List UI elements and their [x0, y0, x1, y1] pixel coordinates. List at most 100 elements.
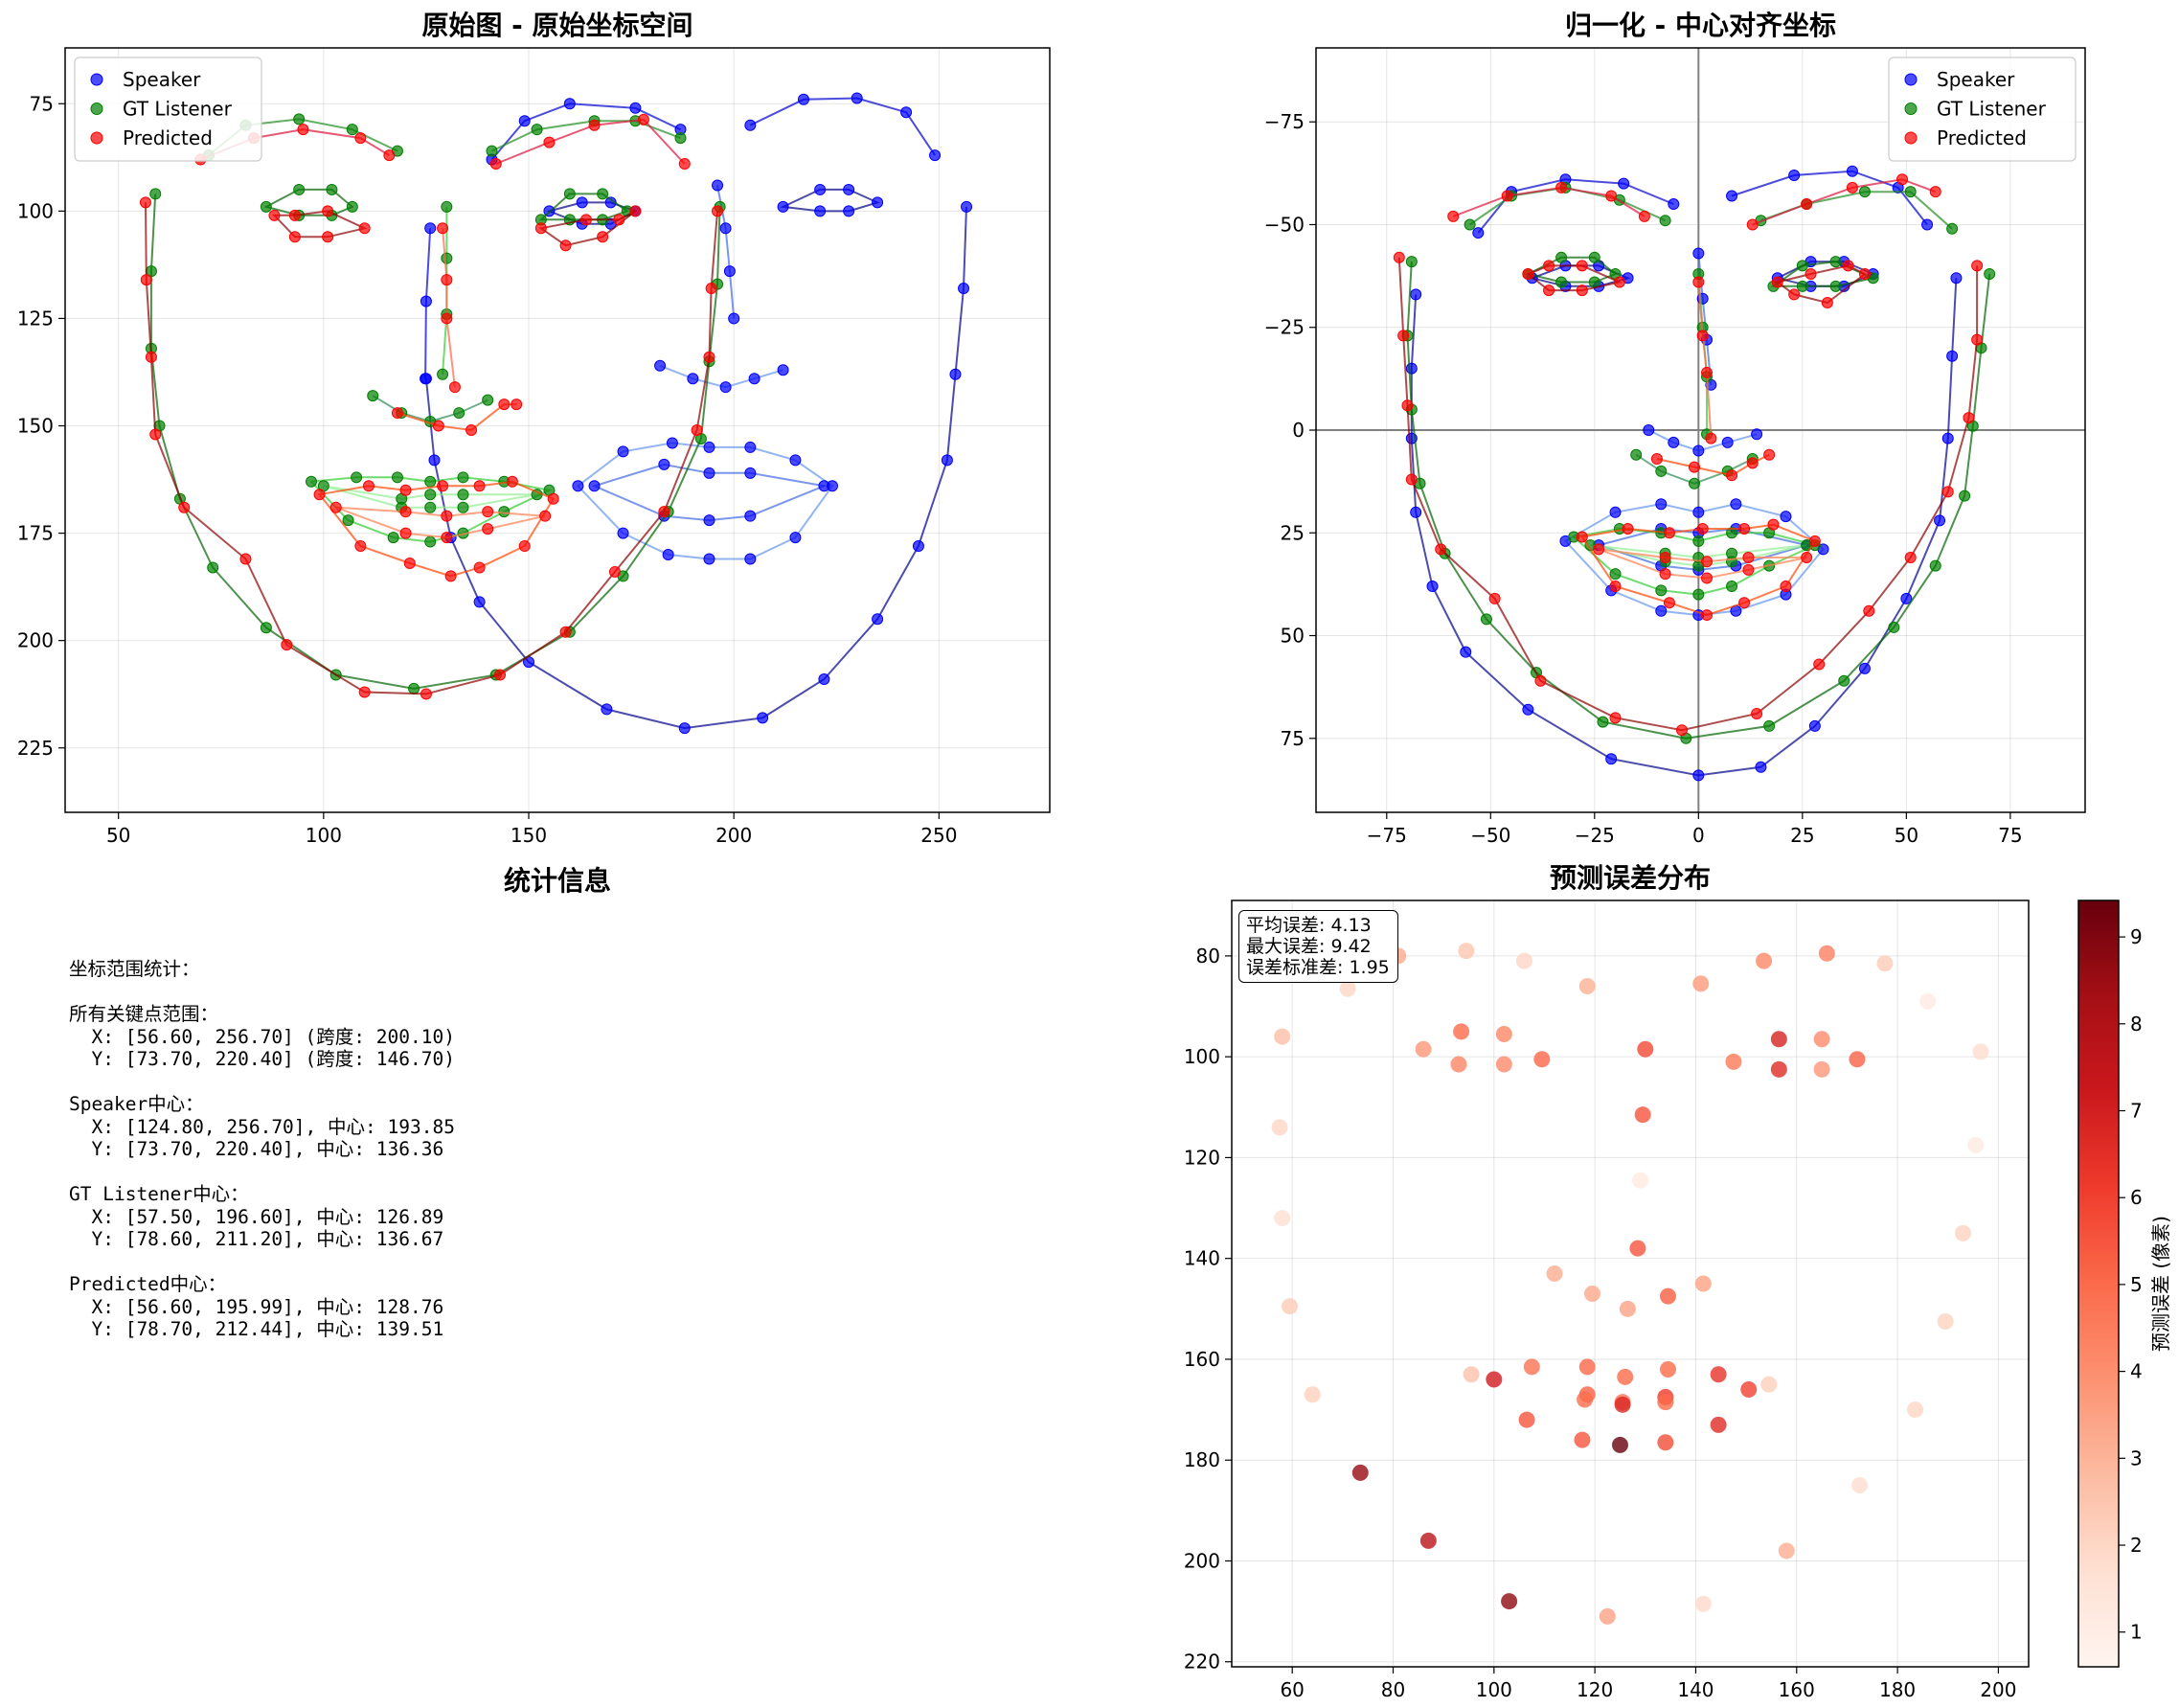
landmark-point: [444, 570, 457, 582]
landmark-point: [1692, 588, 1705, 601]
stats-panel-title: 统计信息: [504, 865, 611, 897]
error-point: [1463, 1366, 1480, 1383]
colorbar-tick-label: 3: [2130, 1446, 2143, 1469]
error-point: [1634, 1106, 1651, 1124]
landmark-point: [399, 506, 412, 518]
coordinate-stats-text: 坐标范围统计： 所有关键点范围： X: [56.60, 256.70] (跨度:…: [69, 958, 455, 1340]
landmark-line: [1697, 282, 1713, 439]
landmark-point: [1763, 719, 1776, 732]
landmark-point: [563, 98, 576, 110]
y-tick-label: 125: [17, 307, 54, 330]
landmark-point: [424, 535, 437, 548]
series-speaker: [420, 92, 973, 735]
landmark-line: [442, 228, 456, 388]
landmark-point: [1808, 535, 1821, 547]
y-tick-label: 50: [1281, 625, 1305, 648]
landmark-point: [1950, 272, 1963, 285]
legend-marker: [90, 131, 103, 145]
error-point: [1458, 943, 1475, 960]
landmark-point: [658, 458, 670, 470]
landmark-point: [260, 200, 272, 213]
landmark-point: [744, 553, 757, 565]
error-stats-box: 平均误差: 4.13 最大误差: 9.42 误差标准差: 1.95: [1238, 910, 1398, 983]
landmark-point: [346, 200, 358, 213]
x-tick-label: 200: [715, 824, 752, 847]
landmark-point: [637, 113, 649, 125]
landmark-point: [326, 183, 338, 195]
colorbar-tick-label: 9: [2130, 925, 2143, 948]
x-tick-label: −25: [1575, 824, 1615, 847]
landmark-point: [1726, 190, 1738, 202]
landmark-point: [1941, 486, 1954, 498]
landmark-point: [1971, 260, 1984, 272]
landmark-point: [601, 703, 613, 716]
landmark-point: [654, 359, 667, 372]
error-point: [1611, 1436, 1628, 1453]
landmark-point: [728, 312, 740, 325]
landmark-point: [482, 523, 494, 535]
landmark-point: [1435, 543, 1447, 556]
landmark-point: [1426, 581, 1439, 593]
landmark-point: [1705, 432, 1717, 444]
gridlines: [65, 48, 1050, 812]
landmark-point: [1730, 498, 1742, 511]
landmark-point: [744, 441, 757, 453]
landmark-point: [1576, 531, 1588, 543]
x-tick-label: 200: [1980, 1678, 2016, 1701]
error-point: [1770, 1060, 1787, 1078]
landmark-point: [1701, 572, 1714, 584]
landmark-point: [1393, 251, 1405, 263]
landmark-line: [490, 102, 681, 161]
y-tick-label: −25: [1264, 316, 1305, 339]
landmark-point: [1410, 506, 1422, 518]
landmark-point: [1904, 186, 1917, 198]
landmark-point: [207, 561, 219, 574]
landmark-point: [494, 669, 507, 681]
y-tick-label: 100: [17, 199, 54, 222]
landmark-point: [1609, 568, 1622, 581]
landmark-point: [818, 673, 830, 686]
normalized-coordinates-chart: −75 −50 −25 0 25 50 75 −75 −50 −25 0 25 50 75 归一化 - 中心…: [1264, 10, 2086, 847]
x-tick-label: 0: [1692, 824, 1705, 847]
error-points: [1271, 943, 1989, 1625]
landmark-point: [1464, 218, 1476, 231]
landmark-point: [798, 93, 809, 105]
landmark-point: [588, 119, 601, 131]
landmark-point: [712, 179, 724, 192]
axes: 50 100 150 200 250 75 100 125 150 175 200 225: [17, 92, 958, 847]
landmark-point: [1821, 297, 1833, 308]
landmark-point: [1522, 267, 1534, 280]
landmark-point: [288, 231, 301, 243]
legend-label: Speaker: [1937, 68, 2015, 91]
landmark-point: [1618, 177, 1630, 190]
landmark-point: [1721, 436, 1734, 448]
landmark-point: [1605, 753, 1618, 765]
landmark-point: [518, 115, 531, 127]
landmark-point: [1397, 330, 1410, 342]
landmark-point: [473, 480, 486, 492]
x-tick-label: 140: [1677, 1678, 1714, 1701]
landmark-point: [1813, 658, 1826, 671]
landmark-point: [777, 364, 789, 376]
legend-label: Predicted: [123, 126, 213, 149]
chart-title: 归一化 - 中心对齐坐标: [1565, 10, 1836, 41]
landmark-point: [547, 492, 559, 505]
landmark-point: [1688, 461, 1700, 473]
error-point: [1339, 980, 1356, 997]
landmark-point: [617, 445, 629, 458]
landmark-point: [1555, 276, 1568, 288]
landmark-point: [293, 183, 306, 195]
landmark-point: [1405, 473, 1418, 486]
series-gt-listener: [145, 113, 726, 695]
error-point: [1533, 1051, 1551, 1068]
landmark-point: [1929, 559, 1941, 572]
error-point: [1351, 1464, 1369, 1481]
error-point: [1632, 1172, 1649, 1189]
landmark-point: [362, 480, 375, 492]
landmark-point: [358, 686, 371, 698]
landmark-point: [1755, 761, 1767, 773]
legend-label: Speaker: [123, 68, 201, 91]
landmark-point: [482, 506, 494, 518]
landmark-point: [929, 149, 942, 162]
y-tick-label: 25: [1281, 521, 1305, 544]
